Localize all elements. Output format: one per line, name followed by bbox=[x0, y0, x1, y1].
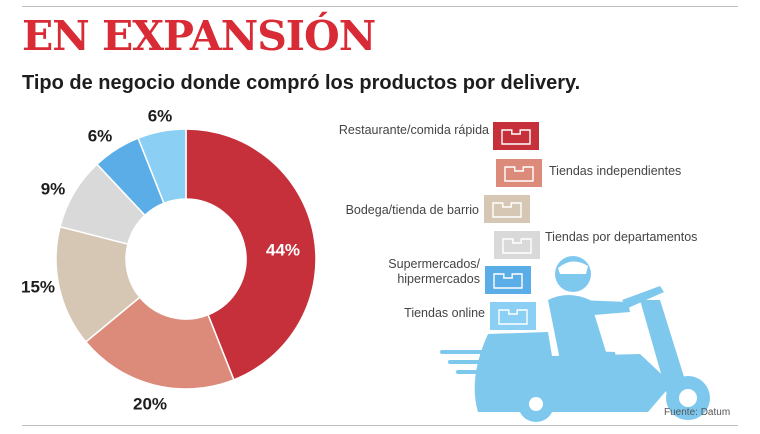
chart-subtitle: Tipo de negocio donde compró los product… bbox=[22, 72, 581, 94]
delivery-scooter-illustration bbox=[440, 256, 710, 422]
box-outline-icon bbox=[502, 238, 532, 254]
box-outline-icon bbox=[504, 166, 534, 182]
slice-value-label: 6% bbox=[88, 126, 113, 145]
donut-slice bbox=[84, 296, 235, 390]
box-outline-icon bbox=[498, 309, 528, 325]
legend-item: Bodega/tienda de barrio bbox=[346, 195, 530, 223]
legend-label: Tiendas online bbox=[404, 306, 485, 320]
legend-item: Supermercados/hipermercados bbox=[388, 257, 531, 294]
source-note: Fuente: Datum bbox=[664, 407, 731, 418]
page-title: EN EXPANSIÓN bbox=[22, 12, 376, 60]
legend-box-icon bbox=[494, 231, 540, 259]
rider-visor bbox=[558, 261, 588, 274]
rear-wheel-hub bbox=[529, 397, 543, 411]
front-wheel-hub bbox=[679, 389, 697, 407]
speed-lines bbox=[440, 350, 488, 374]
legend-box-icon bbox=[484, 195, 530, 223]
legend-item: Restaurante/comida rápida bbox=[339, 122, 539, 150]
legend-box-icon bbox=[490, 302, 536, 330]
scooter-handlebar bbox=[622, 286, 664, 308]
top-rule bbox=[22, 6, 738, 7]
slice-value-label: 20% bbox=[133, 394, 167, 413]
legend-label: Supermercados/hipermercados bbox=[388, 257, 480, 286]
donut-segments bbox=[55, 128, 317, 390]
slice-value-label: 44% bbox=[266, 240, 300, 259]
box-outline-icon bbox=[492, 202, 522, 218]
legend-item: Tiendas por departamentos bbox=[494, 230, 697, 259]
legend-label: Bodega/tienda de barrio bbox=[346, 203, 479, 217]
scooter-front-column bbox=[640, 300, 690, 398]
slice-value-label: 6% bbox=[148, 106, 173, 125]
slice-value-label: 15% bbox=[21, 277, 55, 296]
legend-label: Tiendas por departamentos bbox=[545, 230, 697, 244]
box-outline-icon bbox=[493, 273, 523, 289]
legend-item: Tiendas independientes bbox=[496, 159, 681, 187]
legend-box-icon bbox=[485, 266, 531, 294]
rider-arm bbox=[578, 300, 630, 316]
slice-value-label: 9% bbox=[41, 179, 66, 198]
legend-label: Restaurante/comida rápida bbox=[339, 123, 489, 137]
bottom-rule bbox=[22, 425, 738, 426]
chart-legend: Restaurante/comida rápida Tiendas indepen… bbox=[339, 122, 697, 330]
legend-box-icon bbox=[493, 122, 539, 150]
legend-item: Tiendas online bbox=[404, 302, 536, 330]
box-outline-icon bbox=[501, 129, 531, 145]
donut-value-labels: 44% 20% 15% 9% 6% 6% bbox=[21, 106, 300, 413]
donut-slice bbox=[185, 128, 317, 381]
donut-slice bbox=[137, 128, 187, 205]
legend-box-icon bbox=[496, 159, 542, 187]
legend-label: Tiendas independientes bbox=[549, 164, 681, 178]
